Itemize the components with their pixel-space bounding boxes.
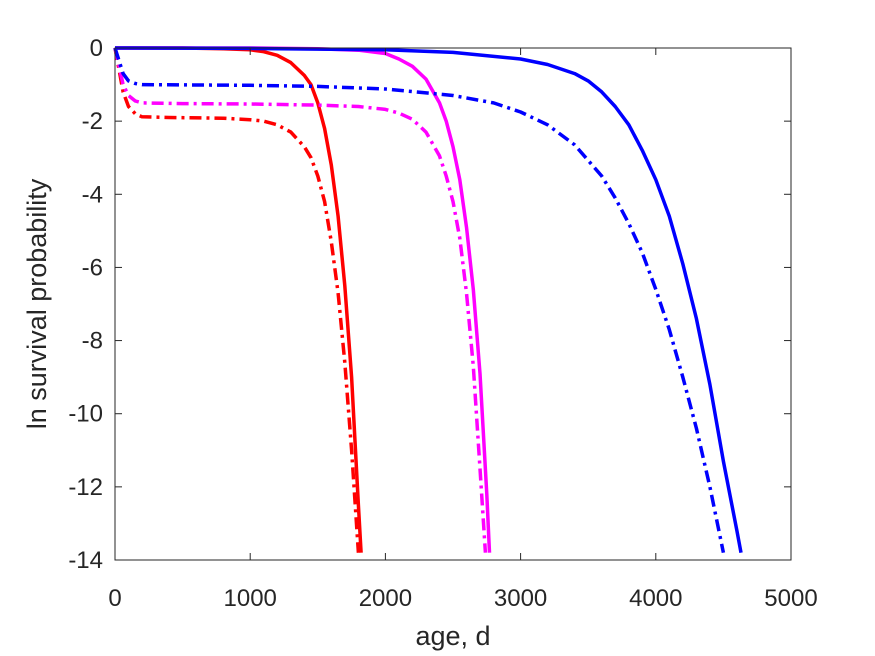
series-line-4: [113, 47, 488, 553]
x-tick-label: 3000: [494, 585, 547, 612]
x-tick-label: 4000: [629, 585, 682, 612]
y-tick-label: -2: [82, 108, 103, 135]
series-line-2: [113, 47, 361, 553]
x-tick-label: 0: [108, 585, 121, 612]
series-layer: [113, 46, 743, 554]
x-tick-label: 2000: [359, 585, 412, 612]
y-tick-label: -4: [82, 181, 103, 208]
x-tick-label: 5000: [764, 585, 817, 612]
y-tick-label: -6: [82, 254, 103, 281]
axes-box: [114, 47, 792, 561]
y-tick-label: -12: [68, 474, 103, 501]
series-line-6: [113, 47, 726, 554]
y-tick-label: -8: [82, 328, 103, 355]
tick-layer: 0 1000 2000 3000 4000 5000 0 -2 -4 -6 -8 -10 -12 -14: [68, 35, 817, 612]
plot-area: [115, 48, 791, 560]
y-tick-label: -14: [68, 547, 103, 574]
series-line-5: [114, 46, 743, 554]
y-axis-label: ln survival probability: [22, 178, 52, 429]
x-axis-label: age, d: [415, 621, 490, 651]
y-tick-label: -10: [68, 401, 103, 428]
y-tick-label: 0: [90, 35, 103, 62]
x-tick-label: 1000: [224, 585, 277, 612]
